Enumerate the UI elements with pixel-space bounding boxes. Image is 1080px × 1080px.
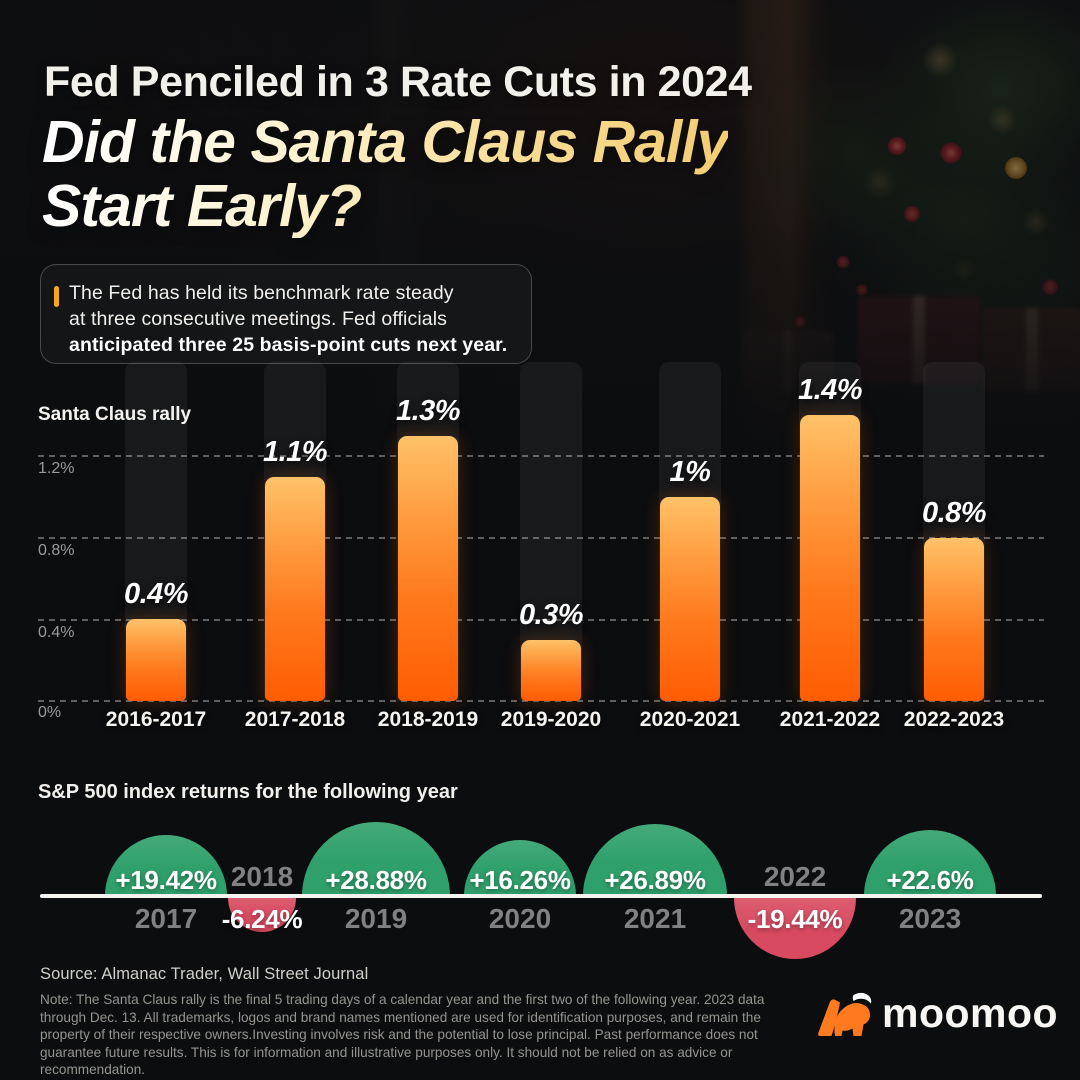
- bar-category-label: 2016-2017: [105, 708, 207, 731]
- y-axis-tick: 0.8%: [38, 542, 75, 559]
- sp500-return-value: +19.42%: [115, 865, 217, 895]
- callout-box: The Fed has held its benchmark rate stea…: [40, 264, 532, 364]
- sp500-year-label: 2023: [898, 903, 962, 934]
- bar-value-label: 1.4%: [797, 374, 863, 406]
- source-text: Source: Almanac Trader, Wall Street Jour…: [40, 965, 369, 983]
- bar-value-label: 1.1%: [262, 436, 328, 468]
- bar-value-label: 0.4%: [123, 578, 189, 610]
- bar-column-2020-2021: 1% 2020-2021: [640, 362, 740, 731]
- callout-line-3-bold: anticipated three 25 basis-point cuts ne…: [69, 334, 508, 356]
- bar-2021-2022: [800, 415, 860, 701]
- sp500-year-label: 2022: [763, 861, 827, 892]
- callout-text: The Fed has held its benchmark rate stea…: [69, 280, 513, 358]
- bar-2017-2018: [265, 477, 325, 701]
- gridline-0pct: [38, 700, 1044, 702]
- headline-line-1: Did the Santa Claus Rally: [42, 109, 729, 175]
- bar-category-label: 2020-2021: [639, 708, 741, 731]
- bar-2019-2020: [521, 640, 581, 701]
- sp500-return-value: -6.24%: [221, 904, 303, 934]
- christmas-photo-background: [0, 0, 1080, 470]
- bar-chart-title: Santa Claus rally: [38, 404, 192, 425]
- moomoo-wordmark: moomoo: [882, 989, 1059, 1036]
- callout-line-1: The Fed has held its benchmark rate stea…: [69, 282, 454, 304]
- gridline-0-4pct: [38, 619, 1044, 621]
- sp500-return-value: +26.89%: [604, 865, 706, 895]
- sp500-baseline: [40, 894, 1042, 898]
- callout-accent-bar: [54, 286, 59, 307]
- sp500-return-value: +22.6%: [886, 865, 974, 895]
- headline: Did the Santa Claus Rally Start Early?: [42, 110, 728, 238]
- bar-value-label: 1.3%: [395, 395, 461, 427]
- gridline-1-2pct: [38, 455, 1044, 457]
- gridline-0-8pct: [38, 537, 1044, 539]
- bar-category-label: 2021-2022: [779, 708, 881, 731]
- y-axis-tick: 0.4%: [38, 624, 75, 641]
- sp500-return-value: +16.26%: [469, 865, 571, 895]
- bar-column-2016-2017: 0.4% 2016-2017: [106, 362, 206, 731]
- bar-category-label: 2022-2023: [903, 708, 1005, 731]
- sp500-return-value: -19.44%: [747, 904, 843, 934]
- bar-category-label: 2018-2019: [377, 708, 479, 731]
- sp500-year-label: 2019: [344, 903, 408, 934]
- moomoo-bull-icon: [818, 992, 872, 1036]
- sp500-year-label: 2021: [623, 903, 687, 934]
- photo-fade-overlay: [0, 0, 1080, 470]
- bar-column-2021-2022: 1.4% 2021-2022: [780, 362, 880, 731]
- bar-category-label: 2017-2018: [244, 708, 346, 731]
- bar-2018-2019: [398, 436, 458, 701]
- sp500-year-label: 2018: [230, 861, 294, 892]
- callout-line-2: at three consecutive meetings. Fed offic…: [69, 308, 447, 330]
- bar-column-2017-2018: 1.1% 2017-2018: [245, 362, 345, 731]
- y-axis-tick: 0%: [38, 704, 62, 721]
- kicker-title: Fed Penciled in 3 Rate Cuts in 2024: [44, 58, 752, 106]
- bar-2022-2023: [924, 538, 984, 701]
- bar-value-label: 0.8%: [921, 497, 987, 529]
- note-text: Note: The Santa Claus rally is the final…: [40, 992, 765, 1078]
- bar-value-label: 0.3%: [518, 599, 584, 631]
- y-axis-tick: 1.2%: [38, 460, 75, 477]
- moomoo-logo: moomoo: [816, 984, 1058, 1042]
- bar-column-2022-2023: 0.8% 2022-2023: [904, 362, 1004, 731]
- bar-column-2018-2019: 1.3% 2018-2019: [378, 362, 478, 731]
- bar-category-label: 2019-2020: [500, 708, 602, 731]
- headline-line-2: Start Early?: [42, 173, 362, 239]
- bar-value-label: 1%: [669, 456, 711, 488]
- sp500-chart-title: S&P 500 index returns for the following …: [38, 781, 458, 803]
- sp500-year-label: 2020: [488, 903, 552, 934]
- sp500-year-label: 2017: [134, 903, 198, 934]
- sp500-return-value: +28.88%: [325, 865, 427, 895]
- bar-2020-2021: [660, 497, 720, 701]
- bar-column-2019-2020: 0.3% 2019-2020: [501, 362, 601, 731]
- bar-2016-2017: [126, 619, 186, 701]
